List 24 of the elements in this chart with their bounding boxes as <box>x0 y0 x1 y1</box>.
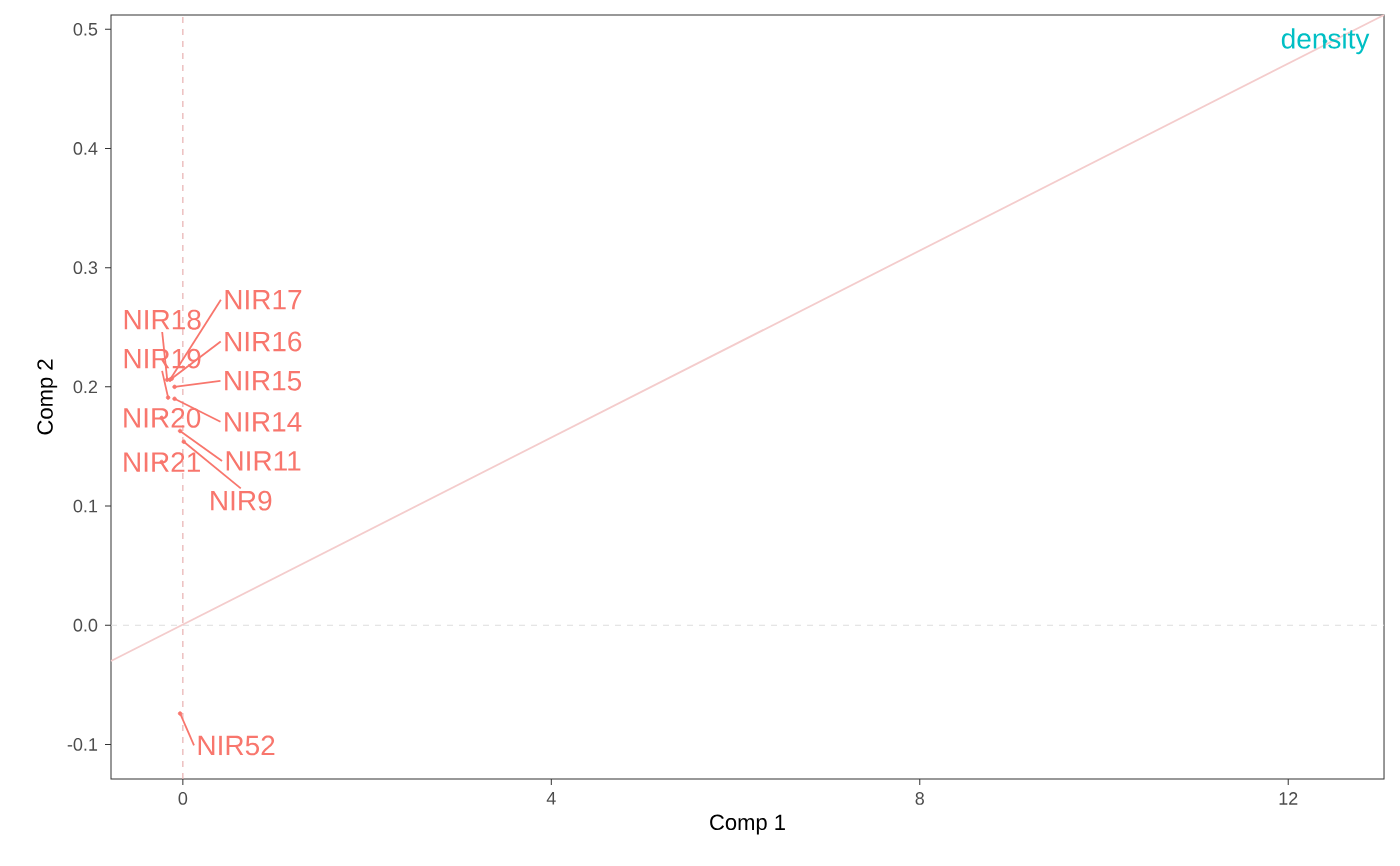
data-label: NIR20 <box>124 407 201 428</box>
data-label: NIR15 <box>225 371 302 391</box>
data-label: NIR52 <box>198 735 275 756</box>
data-label: NIR18 <box>124 309 201 330</box>
x-tick-label: 8 <box>915 792 924 805</box>
x-tick-label: 0 <box>178 792 188 805</box>
y-tick-label: -0.1 <box>67 738 98 751</box>
data-label: NIR14 <box>225 412 302 432</box>
y-tick-label: 0.5 <box>73 22 98 36</box>
data-label: NIR17 <box>225 290 302 310</box>
y-axis-title: Comp 2 <box>37 359 58 435</box>
data-label: NIR9 <box>211 490 272 511</box>
data-label: NIR11 <box>226 451 301 471</box>
y-tick-label: 0.4 <box>73 142 98 155</box>
x-tick-label: 12 <box>1279 792 1298 805</box>
y-tick-label: 0.2 <box>73 380 98 394</box>
data-label: NIR16 <box>225 331 302 352</box>
y-tick-label: 0.3 <box>73 261 98 275</box>
data-label: NIR21 <box>124 452 200 472</box>
data-label: density <box>1281 28 1370 55</box>
x-axis-title: Comp 1 <box>710 814 785 835</box>
y-tick-label: 0.0 <box>73 618 98 632</box>
x-tick-label: 4 <box>546 792 556 805</box>
y-tick-label: 0.1 <box>73 499 98 513</box>
